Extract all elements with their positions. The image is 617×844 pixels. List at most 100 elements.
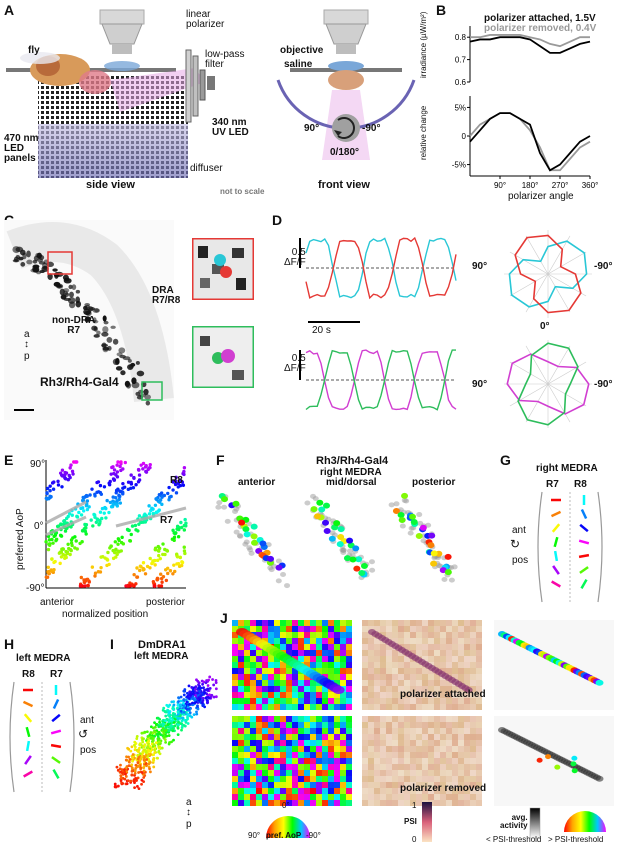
panel-g-ant: ant: [512, 525, 526, 536]
scatter-point: [46, 547, 51, 552]
panel-a-angle-right: -90°: [362, 123, 381, 134]
tuned-cell: [427, 542, 435, 549]
x-tick-label: 360°: [582, 181, 599, 190]
dendrite-pixel: [140, 731, 144, 735]
background-cell: [388, 502, 395, 508]
background-cell: [399, 523, 406, 529]
image-pixel: [368, 638, 374, 644]
scatter-point: [51, 487, 56, 491]
image-pixel: [434, 782, 440, 788]
image-pixel: [404, 800, 410, 806]
image-pixel: [232, 788, 238, 794]
dendrite-pixel: [187, 684, 191, 688]
image-pixel: [238, 686, 244, 692]
image-pixel: [446, 770, 452, 776]
image-pixel: [422, 734, 428, 740]
image-pixel: [238, 764, 244, 770]
dendrite-pixel: [138, 752, 142, 756]
image-pixel: [268, 794, 274, 800]
tuned-cell: [322, 519, 330, 526]
image-pixel: [244, 746, 250, 752]
panel-h-r7: R7: [50, 669, 63, 680]
image-pixel: [404, 722, 410, 728]
scatter-point: [119, 460, 123, 464]
image-pixel: [368, 722, 374, 728]
dendrite-pixel: [165, 734, 169, 738]
scatter-point: [83, 579, 88, 583]
image-pixel: [380, 650, 386, 656]
dendrite-pixel: [169, 716, 173, 720]
dendrite-pixel: [178, 713, 182, 717]
image-pixel: [458, 800, 464, 806]
image-pixel: [374, 680, 380, 686]
image-pixel: [280, 764, 286, 770]
image-pixel: [392, 800, 398, 806]
image-pixel: [340, 794, 346, 800]
dendrite-pixel: [191, 701, 194, 705]
image-pixel: [458, 722, 464, 728]
image-pixel: [346, 794, 352, 800]
polar-grid: [525, 345, 549, 385]
image-pixel: [256, 770, 262, 776]
image-pixel: [434, 776, 440, 782]
dendrite-pixel: [201, 682, 204, 686]
image-pixel: [404, 794, 410, 800]
background-cell: [275, 558, 282, 564]
scatter-point: [58, 561, 62, 566]
cell-dot: [63, 277, 70, 282]
image-pixel: [476, 794, 482, 800]
panel-f-label: F: [216, 452, 225, 468]
image-pixel: [392, 656, 398, 662]
dendrite-pixel: [201, 701, 204, 705]
image-pixel: [262, 716, 268, 722]
image-pixel: [374, 758, 380, 764]
dendrite-pixel: [182, 704, 186, 708]
image-pixel: [470, 650, 476, 656]
dendrite-pixel: [158, 752, 162, 756]
dendrite-pixel: [133, 781, 136, 785]
cell-dot: [12, 246, 21, 253]
image-pixel: [292, 698, 298, 704]
series-line: [470, 34, 590, 48]
tuned-cell: [242, 526, 250, 533]
image-pixel: [238, 800, 244, 806]
image-pixel: [238, 788, 244, 794]
image-pixel: [440, 752, 446, 758]
image-pixel: [446, 782, 452, 788]
scatter-point: [66, 514, 70, 519]
image-pixel: [464, 716, 470, 722]
image-pixel: [374, 704, 380, 710]
image-pixel: [322, 626, 328, 632]
image-pixel: [322, 662, 328, 668]
image-pixel: [334, 758, 340, 764]
scatter-point: [60, 547, 64, 551]
tuning-bar: [553, 536, 559, 548]
panel-e-x-anterior: anterior: [40, 597, 74, 608]
image-pixel: [286, 788, 292, 794]
image-pixel: [452, 782, 458, 788]
image-pixel: [280, 722, 286, 728]
scatter-point: [99, 492, 104, 497]
image-pixel: [452, 734, 458, 740]
image-pixel: [428, 638, 434, 644]
image-pixel: [470, 752, 476, 758]
image-pixel: [386, 662, 392, 668]
image-pixel: [452, 746, 458, 752]
dendrite-pixel: [126, 779, 130, 782]
image-pixel: [380, 656, 386, 662]
image-pixel: [428, 704, 434, 710]
panel-h-schematic: [9, 681, 75, 793]
image-pixel: [428, 716, 434, 722]
image-pixel: [286, 638, 292, 644]
image-pixel: [316, 632, 322, 638]
dendrite-pixel: [210, 693, 214, 697]
image-pixel: [334, 728, 340, 734]
dendrite-pixel: [116, 784, 120, 788]
scatter-point: [47, 542, 51, 546]
scatter-point: [44, 540, 48, 544]
dendrite-pixel: [156, 735, 160, 738]
dendrite-pixel: [201, 704, 205, 708]
image-pixel: [280, 674, 286, 680]
image-pixel: [244, 734, 250, 740]
dendrite-pixel: [182, 701, 185, 705]
